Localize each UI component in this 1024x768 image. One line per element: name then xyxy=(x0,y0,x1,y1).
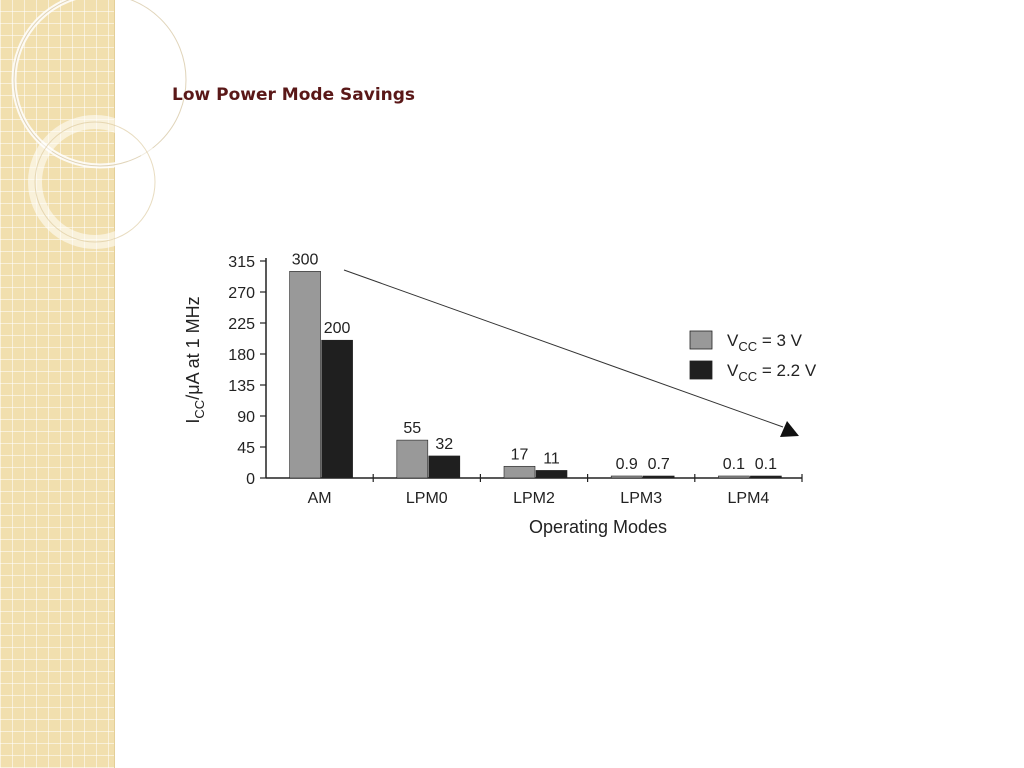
trend-arrow-line xyxy=(343,269,784,428)
legend-label-subscript: CC xyxy=(738,369,757,384)
bar-am-series-2 xyxy=(321,339,353,479)
bar-am-series-1 xyxy=(289,271,321,479)
y-tick-label: 270 xyxy=(228,285,255,302)
bar-value-label: 11 xyxy=(543,450,560,467)
bar-lpm0-series-2 xyxy=(428,455,461,479)
trend-arrowhead-icon xyxy=(780,421,799,437)
y-axis-title-subscript: CC xyxy=(192,400,207,419)
x-category-label: AM xyxy=(308,490,332,507)
legend-swatch-series-1 xyxy=(689,330,713,350)
legend-label-series-2: VCC = 2.2 V xyxy=(727,361,817,384)
y-tick-label: 90 xyxy=(237,409,255,426)
x-category-label: LPM2 xyxy=(513,490,555,507)
y-axis-title-rest: /μA at 1 MHz xyxy=(183,296,203,399)
y-tick-label: 0 xyxy=(246,471,255,488)
x-category-label: LPM0 xyxy=(406,490,448,507)
bar-value-label: 200 xyxy=(324,320,351,337)
legend-label-rest: = 3 V xyxy=(757,331,803,350)
legend-label-series-1: VCC = 3 V xyxy=(727,331,803,354)
decorative-rings xyxy=(11,0,189,249)
bar-value-label: 0.1 xyxy=(755,456,777,473)
bar-lpm3-series-1 xyxy=(610,475,643,479)
x-category-label: LPM3 xyxy=(620,490,662,507)
bar-value-label: 55 xyxy=(403,420,421,437)
bar-value-label: 0.1 xyxy=(723,456,745,473)
y-axis-title-main: I xyxy=(183,419,203,424)
bar-lpm2-series-2 xyxy=(535,470,568,479)
y-tick-label: 180 xyxy=(228,347,255,364)
y-tick-label: 225 xyxy=(228,316,255,333)
bar-value-label: 300 xyxy=(292,251,319,268)
legend-label-rest: = 2.2 V xyxy=(757,361,817,380)
legend-label-main: V xyxy=(727,331,739,350)
bar-value-label: 0.9 xyxy=(616,456,638,473)
y-tick-label: 315 xyxy=(228,254,255,271)
slide-title: Low Power Mode Savings xyxy=(172,85,416,105)
bar-lpm2-series-1 xyxy=(503,465,536,479)
x-axis-title: Operating Modes xyxy=(529,517,667,537)
y-tick-label: 135 xyxy=(228,378,255,395)
bar-lpm4-series-1 xyxy=(718,475,750,479)
legend-swatch-series-2 xyxy=(689,360,713,380)
legend-label-main: V xyxy=(727,361,739,380)
legend-label-subscript: CC xyxy=(738,339,757,354)
bar-value-label: 0.7 xyxy=(648,456,670,473)
y-tick-label: 45 xyxy=(237,440,255,457)
bar-value-label: 17 xyxy=(511,446,529,463)
bar-lpm3-series-2 xyxy=(642,475,675,479)
bar-lpm4-series-2 xyxy=(750,475,782,479)
bar-value-label: 32 xyxy=(435,436,453,453)
y-axis-title: ICC/μA at 1 MHz xyxy=(183,296,207,423)
x-category-label: LPM4 xyxy=(728,490,770,507)
bar-lpm0-series-1 xyxy=(396,439,429,479)
